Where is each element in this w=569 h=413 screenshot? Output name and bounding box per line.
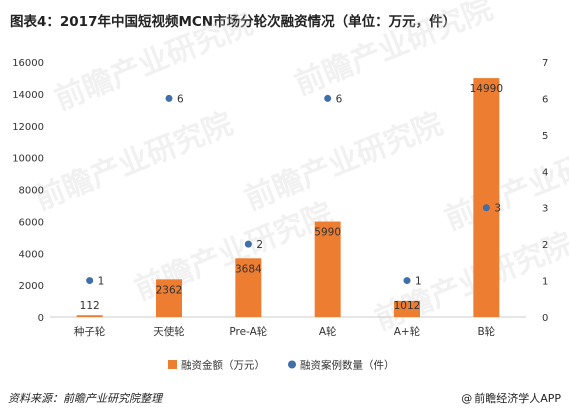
bar-value-label: 14990 <box>470 83 503 95</box>
x-tick-label: Pre-A轮 <box>229 325 267 338</box>
point-value-label: 6 <box>177 93 184 105</box>
x-tick-label: 天使轮 <box>153 325 185 338</box>
y-right-tick-label: 4 <box>542 167 548 178</box>
y-left-tick-label: 10000 <box>12 154 44 165</box>
point-value-label: 3 <box>494 203 501 215</box>
bar <box>314 221 341 317</box>
watermark-text: 前瞻产业研究院 <box>290 0 498 102</box>
x-tick-label: A+轮 <box>394 325 421 338</box>
bar <box>473 78 500 317</box>
source-note: 资料来源：前瞻产业研究院整理 <box>8 392 162 405</box>
point-value-label: 2 <box>256 239 263 251</box>
point <box>324 94 332 102</box>
brand-note: @ 前瞻经济学人APP <box>461 390 561 406</box>
y-left-tick-label: 2000 <box>19 281 44 292</box>
x-tick-label: 种子轮 <box>74 325 106 338</box>
watermark-text: 前瞻产业研究院 <box>50 6 258 117</box>
chart-title: 图表4：2017年中国短视频MCN市场分轮次融资情况（单位：万元，件） <box>10 14 457 30</box>
legend-bar-swatch <box>168 360 177 369</box>
legend-bar-label: 融资金额（万元） <box>181 359 265 372</box>
y-left-tick-label: 8000 <box>19 186 44 197</box>
bar <box>235 258 262 317</box>
axes: 0 2000 4000 6000 8000 10000 12000 14000 16000 0 1 2… <box>12 58 548 338</box>
legend-point-swatch <box>288 360 296 369</box>
point <box>244 240 252 248</box>
y-right-tick-label: 3 <box>542 204 548 215</box>
y-left-tick-label: 16000 <box>12 58 44 69</box>
point <box>403 277 411 285</box>
legend: 融资金额（万元） 融资案例数量（件） <box>168 359 395 372</box>
y-right-tick-label: 2 <box>542 240 548 251</box>
point-value-label: 1 <box>415 276 422 288</box>
bar <box>76 315 103 317</box>
x-tick-label: A轮 <box>319 325 337 338</box>
point <box>482 204 490 212</box>
y-left-tick-label: 4000 <box>19 249 44 260</box>
y-right-tick-label: 6 <box>542 94 548 105</box>
bar-value-label: 2362 <box>156 284 183 296</box>
point <box>165 94 173 102</box>
y-right-tick-label: 7 <box>542 58 548 69</box>
watermark-text: 前瞻产业研究院 <box>240 106 448 217</box>
watermark-text: 前瞻产业研究院 <box>440 126 569 237</box>
y-left-tick-label: 14000 <box>12 90 44 101</box>
bar-value-label: 5990 <box>314 227 341 239</box>
y-right-tick-label: 1 <box>542 277 548 288</box>
watermark-text: 前瞻产业研究院 <box>370 226 569 337</box>
y-left-tick-label: 12000 <box>12 122 44 133</box>
point-value-label: 6 <box>336 93 343 105</box>
bar-value-label: 1012 <box>394 300 421 312</box>
bar <box>394 300 420 317</box>
y-right-tick-label: 5 <box>542 131 548 142</box>
y-left-tick-label: 0 <box>38 313 44 324</box>
watermark-text: 前瞻产业研究院 <box>30 106 238 217</box>
bar <box>156 279 182 317</box>
dots: 1 6 2 6 1 3 <box>86 93 501 288</box>
x-tick-label: B轮 <box>477 325 495 338</box>
legend-point-label: 融资案例数量（件） <box>300 359 395 372</box>
brand-label: 前瞻经济学人APP <box>474 392 561 405</box>
y-right-tick-label: 0 <box>542 313 548 324</box>
point-value-label: 1 <box>98 276 105 288</box>
bar-value-label: 3684 <box>235 263 262 275</box>
bar-value-label: 112 <box>80 300 100 312</box>
y-left-tick-label: 6000 <box>19 217 44 228</box>
point <box>86 277 94 285</box>
copyright-symbol: @ <box>461 392 473 405</box>
